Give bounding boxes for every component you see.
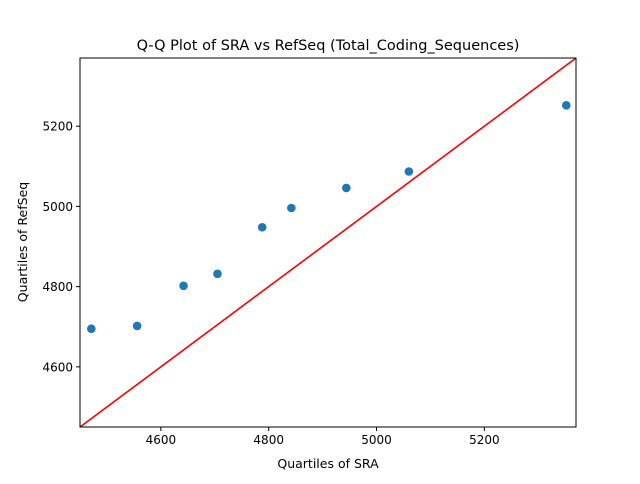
plot-area: 4600 4800 5000 5200 4600 4800 5000 5200 xyxy=(42,57,577,447)
data-point-2 xyxy=(132,321,142,331)
x-tick-label-4: 5200 xyxy=(469,433,500,447)
x-tick-label-1: 4600 xyxy=(146,433,177,447)
x-axis-label: Quartiles of SRA xyxy=(277,456,379,471)
reference-line xyxy=(80,58,576,427)
data-point-4 xyxy=(213,269,222,279)
data-point-1 xyxy=(87,324,96,334)
y-tick-label-4: 5200 xyxy=(42,120,73,134)
y-tick-label-2: 4800 xyxy=(42,280,73,294)
x-tick-label-3: 5000 xyxy=(361,433,392,447)
plot-frame xyxy=(79,57,577,428)
y-tick-label-3: 5000 xyxy=(42,200,73,214)
chart-title: Q-Q Plot of SRA vs RefSeq (Total_Coding_… xyxy=(137,38,520,54)
data-point-7 xyxy=(342,183,351,193)
data-point-5 xyxy=(257,222,267,232)
data-point-6 xyxy=(287,203,296,213)
y-axis-label: Quartiles of RefSeq xyxy=(15,182,30,302)
data-point-3 xyxy=(179,281,188,291)
x-tick-label-2: 4800 xyxy=(253,433,284,447)
data-point-9 xyxy=(561,101,571,110)
y-tick-label-1: 4600 xyxy=(42,360,73,374)
data-point-8 xyxy=(404,167,414,176)
